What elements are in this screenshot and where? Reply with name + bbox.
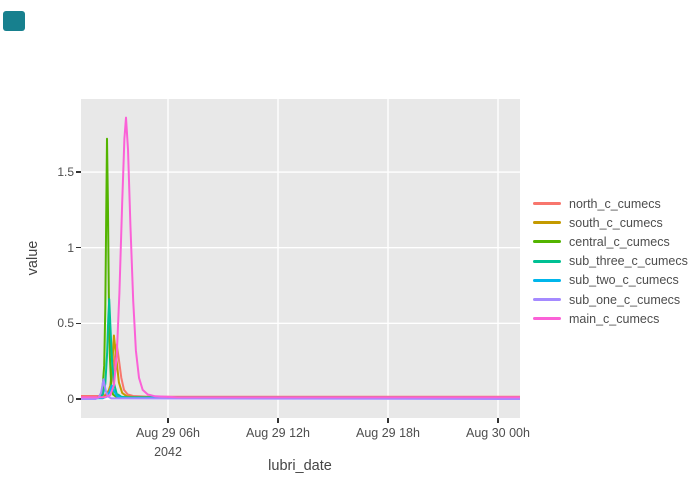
legend-label: north_c_cumecs (569, 196, 661, 211)
legend-item-sub_one_c_cumecs[interactable]: sub_one_c_cumecs (533, 290, 688, 309)
legend-label: south_c_cumecs (569, 215, 663, 230)
legend-label: sub_one_c_cumecs (569, 292, 681, 307)
legend-item-sub_two_c_cumecs[interactable]: sub_two_c_cumecs (533, 271, 688, 290)
legend: north_c_cumecs south_c_cumecs central_c_cu… (533, 194, 688, 328)
plot-area[interactable] (81, 99, 520, 418)
y-tick-mark (76, 246, 81, 249)
legend-label: sub_two_c_cumecs (569, 273, 679, 288)
x-tick-label: Aug 30 00h (466, 426, 530, 440)
legend-label: sub_three_c_cumecs (569, 254, 688, 269)
y-tick-label: 0 (67, 392, 74, 406)
y-tick-mark (76, 171, 81, 173)
y-tick-mark (76, 322, 81, 325)
y-axis-title: value (25, 240, 41, 276)
series-line-sub_three_c_cumecs (81, 298, 520, 399)
y-tick-mark (76, 398, 81, 400)
y-tick-label: 1 (67, 240, 74, 255)
legend-item-main_c_cumecs[interactable]: main_c_cumecs (533, 309, 688, 328)
x-tick-mark (387, 418, 389, 423)
x-tick-sublabel: 2042 (154, 445, 182, 459)
x-tick-mark (167, 418, 169, 423)
legend-label: central_c_cumecs (569, 234, 670, 249)
legend-swatch-icon (533, 259, 561, 263)
legend-item-south_c_cumecs[interactable]: south_c_cumecs (533, 213, 688, 232)
series-line-main_c_cumecs (81, 116, 520, 399)
x-tick-label: Aug 29 18h (356, 426, 420, 440)
legend-swatch-icon (533, 240, 561, 244)
legend-swatch-icon (533, 278, 561, 282)
legend-swatch-icon (533, 298, 561, 302)
x-axis-title: lubri_date (268, 458, 332, 474)
legend-swatch-icon (533, 202, 561, 206)
x-tick-label: Aug 29 12h (246, 426, 310, 440)
chart-canvas (81, 99, 520, 418)
legend-label: main_c_cumecs (569, 311, 660, 326)
legend-item-central_c_cumecs[interactable]: central_c_cumecs (533, 232, 688, 251)
export-button[interactable] (3, 11, 25, 31)
legend-swatch-icon (533, 317, 561, 321)
x-tick-mark (277, 418, 279, 423)
y-tick-label: 0.5 (57, 316, 74, 331)
legend-item-sub_three_c_cumecs[interactable]: sub_three_c_cumecs (533, 252, 688, 271)
legend-item-north_c_cumecs[interactable]: north_c_cumecs (533, 194, 688, 213)
series-line-sub_one_c_cumecs (81, 378, 520, 400)
plot-panel (81, 99, 520, 418)
legend-swatch-icon (533, 221, 561, 225)
y-tick-label: 1.5 (57, 165, 74, 180)
x-tick-label: Aug 29 06h (136, 426, 200, 440)
x-tick-mark (497, 418, 499, 423)
